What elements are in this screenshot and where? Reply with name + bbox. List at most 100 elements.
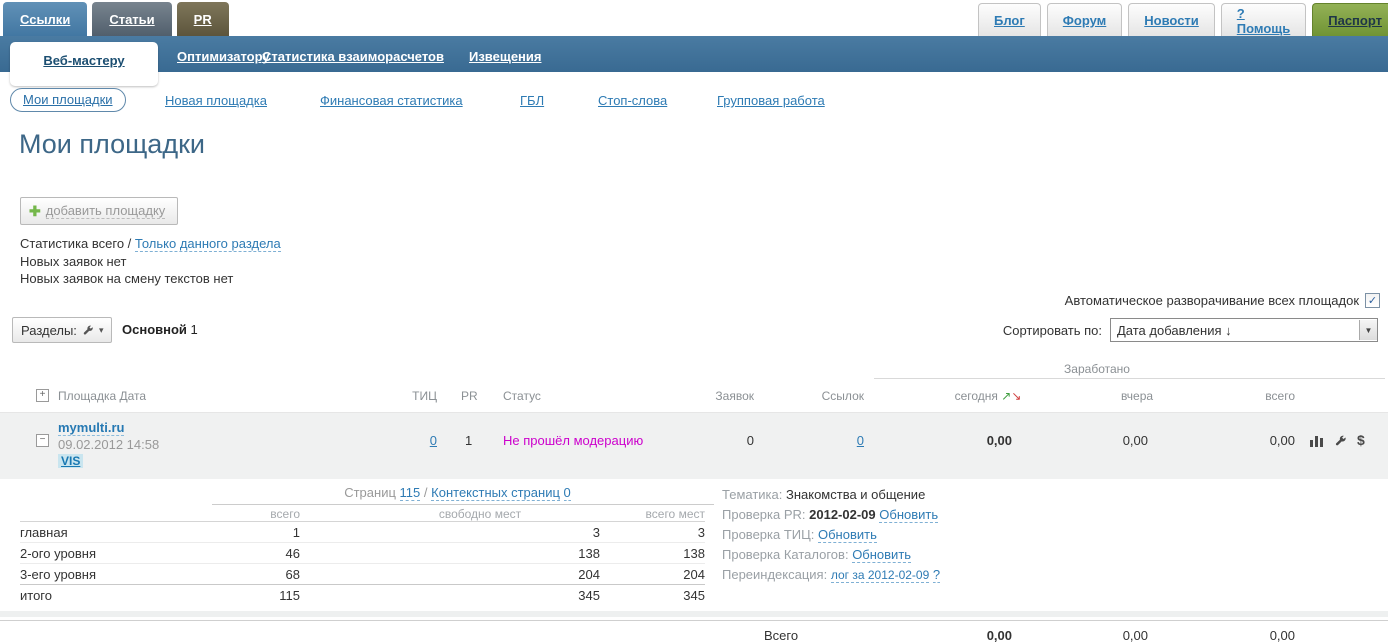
site-info-panel: Тематика: Знакомства и общение Проверка … (722, 487, 941, 587)
stats-section-only-link[interactable]: Только данного раздела (134, 236, 281, 252)
col-tic-header: ТИЦ (412, 389, 437, 403)
catalog-refresh-link[interactable]: Обновить (852, 547, 912, 563)
tab-news-label: Новости (1144, 13, 1199, 28)
totals-total: 0,00 (1269, 628, 1295, 643)
plus-icon: ✚ (29, 202, 41, 219)
theme-label: Тематика: (722, 487, 783, 502)
pages-row-free: 138 (578, 545, 600, 561)
pr-check-date: 2012-02-09 (809, 507, 876, 522)
pages-label: Страниц (344, 485, 396, 500)
pages-row-free: 345 (578, 587, 600, 603)
pages-row-level2: 2-ого уровня 46 138 138 (20, 543, 705, 564)
context-pages-count-link[interactable]: 0 (563, 485, 571, 501)
subnav-financial-stats[interactable]: Финансовая статистика (320, 93, 463, 108)
pages-row-free: 3 (592, 524, 600, 540)
totals-label: Всего (764, 628, 799, 643)
tic-refresh-link[interactable]: Обновить (817, 527, 877, 543)
tic-check-line: Проверка ТИЦ: Обновить (722, 527, 940, 547)
pages-separator: / (423, 485, 428, 500)
pages-row-total: 46 (285, 545, 300, 561)
primary-nav: Ссылки Статьи PR (3, 2, 229, 36)
links-value-link[interactable]: 0 (856, 433, 864, 448)
tab-forum[interactable]: Форум (1046, 3, 1123, 37)
pages-col-free-header: свободно мест (438, 507, 522, 521)
tab-links[interactable]: Ссылки (3, 2, 88, 36)
tab-webmaster-label: Веб-мастеру (43, 53, 125, 68)
subnav-my-sites[interactable]: Мои площадки (10, 88, 126, 112)
pages-row-label: 3-его уровня (20, 566, 97, 582)
col-requests-header: Заявок (715, 389, 754, 403)
col-yesterday-header: вчера (1120, 389, 1154, 403)
pages-row-places: 138 (683, 545, 705, 561)
collapse-row-icon[interactable]: − (36, 434, 49, 447)
totals-row: Всего 0,00 0,00 0,00 (0, 620, 1388, 644)
vis-badge[interactable]: VIS (58, 454, 84, 468)
page-title: Мои площадки (19, 129, 205, 159)
tic-value-link[interactable]: 0 (429, 433, 437, 448)
site-link[interactable]: mymulti.ru (58, 420, 125, 436)
col-today-label: сегодня (954, 389, 998, 403)
add-site-button[interactable]: ✚ добавить площадку (20, 197, 179, 225)
tab-notices[interactable]: Извещения (469, 49, 542, 64)
pages-col-places-header: всего мест (645, 507, 705, 521)
current-section: Основной 1 (122, 322, 198, 337)
collapse-glyph: − (39, 434, 46, 445)
pages-row-places: 204 (683, 566, 705, 582)
stats-prefix: Статистика всего / (20, 236, 132, 251)
context-pages-link[interactable]: Контекстных страниц (431, 485, 560, 501)
reindex-log-link[interactable]: лог за 2012-02-09 (830, 568, 930, 583)
pr-refresh-link[interactable]: Обновить (879, 507, 939, 523)
theme-line: Тематика: Знакомства и общение (722, 487, 940, 507)
check-icon: ✓ (1367, 295, 1378, 307)
tab-mutual-stats[interactable]: Статистика взаиморасчетов (262, 49, 444, 64)
tab-blog[interactable]: Блог (978, 3, 1041, 37)
subnav-group-work[interactable]: Групповая работа (717, 93, 825, 108)
pages-count-link[interactable]: 115 (399, 485, 421, 501)
row-bottom-strip (0, 611, 1388, 617)
subnav-new-site[interactable]: Новая площадка (165, 93, 267, 108)
sort-control: Сортировать по: Дата добавления ↓ ▼ (1003, 318, 1378, 342)
site-date: 09.02.2012 14:58 (58, 437, 160, 452)
reindex-line: Переиндексация: лог за 2012-02-09 ? (722, 567, 941, 587)
totals-today: 0,00 (986, 628, 1012, 643)
tab-help[interactable]: ? Помощь (1220, 3, 1307, 37)
pages-row-level3: 3-его уровня 68 204 204 (20, 564, 705, 584)
tic-check-label: Проверка ТИЦ: (722, 527, 815, 542)
tab-pr-label: PR (193, 11, 212, 27)
theme-value: Знакомства и общение (785, 487, 926, 502)
chart-icon[interactable] (1310, 435, 1324, 450)
sections-button-label: Разделы: (21, 322, 77, 338)
totals-yesterday: 0,00 (1122, 628, 1148, 643)
tab-forum-label: Форум (1062, 13, 1107, 28)
subnav-gbl[interactable]: ГБЛ (520, 93, 545, 108)
pages-row-total: 1 (292, 524, 300, 540)
section-count: 1 (190, 322, 198, 337)
pages-row-main: главная 1 3 3 (20, 522, 705, 543)
sort-asc-icon[interactable]: ↗ (1001, 389, 1012, 403)
pr-value: 1 (465, 433, 473, 448)
settings-wrench-icon[interactable] (1334, 434, 1347, 450)
auto-expand-checkbox[interactable]: ✓ (1365, 293, 1380, 308)
caret-down-icon: ▾ (98, 324, 104, 335)
expand-all-icon[interactable]: + (36, 389, 49, 402)
no-requests-line: Новых заявок нет (20, 254, 127, 269)
tab-passport[interactable]: Паспорт (1312, 3, 1388, 37)
auto-expand-label: Автоматическое разворачивание всех площа… (1064, 293, 1359, 308)
pages-table: главная 1 3 3 2-ого уровня 46 138 138 3-… (20, 521, 705, 605)
reindex-help-link[interactable]: ? (932, 567, 941, 583)
tab-optimizer[interactable]: Оптимизатору (177, 49, 270, 64)
dollar-icon[interactable]: $ (1357, 432, 1365, 448)
sort-label: Сортировать по: (1002, 322, 1102, 338)
subnav-stop-words[interactable]: Стоп-слова (598, 93, 668, 108)
col-site-header: Площадка Дата (58, 389, 147, 403)
tab-blog-label: Блог (994, 13, 1025, 28)
secondary-nav: Блог Форум Новости ? Помощь Паспорт (978, 3, 1388, 37)
tab-pr[interactable]: PR (176, 2, 229, 36)
sections-button[interactable]: Разделы: ▾ (12, 317, 113, 343)
sort-select[interactable]: Дата добавления ↓ ▼ (1110, 318, 1378, 342)
tab-articles[interactable]: Статьи (92, 2, 172, 36)
earned-group-underline (874, 378, 1385, 379)
sort-desc-icon[interactable]: ↘ (1011, 389, 1022, 403)
tab-webmaster[interactable]: Веб-мастеру (10, 42, 158, 86)
tab-news[interactable]: Новости (1128, 3, 1215, 37)
